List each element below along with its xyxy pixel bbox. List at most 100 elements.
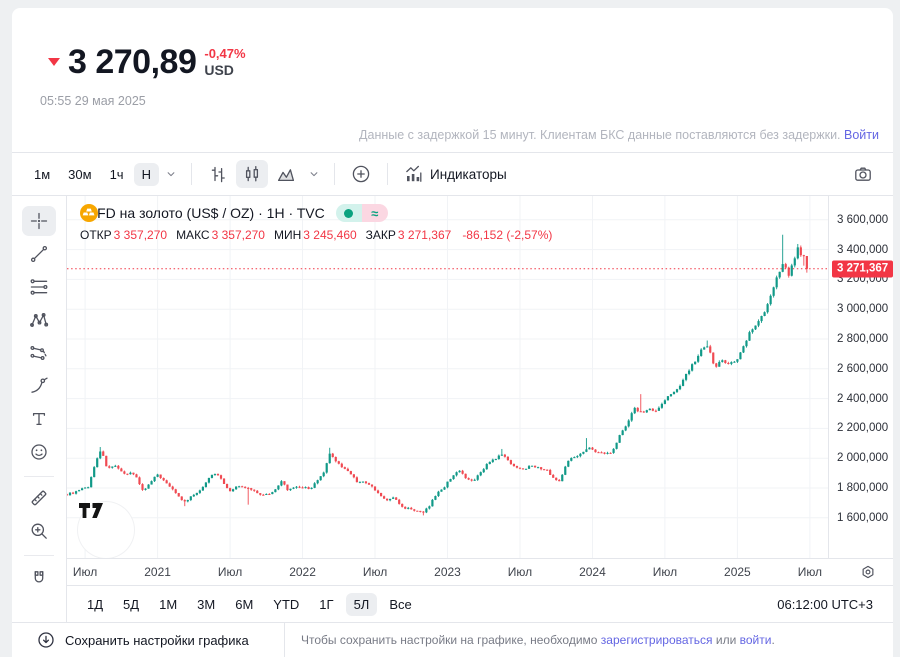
compare-icon[interactable]	[345, 160, 377, 188]
triangle-down-icon	[48, 58, 60, 66]
text-tool-icon	[29, 409, 49, 429]
range-button-5Д[interactable]: 5Д	[123, 596, 140, 612]
interval-button-1м[interactable]: 1м	[34, 166, 51, 182]
register-link[interactable]: зарегистрироваться	[600, 633, 713, 647]
magnet-icon	[29, 569, 49, 589]
indicators-button[interactable]: Индикаторы	[398, 160, 513, 188]
range-button-Все[interactable]: Все	[389, 596, 412, 612]
trend-line-icon	[29, 244, 49, 264]
sidebar-separator	[24, 476, 54, 477]
delayed-data-icon: ≈	[361, 204, 388, 222]
toolbar-separator	[386, 163, 388, 185]
sidebar-separator	[24, 555, 54, 556]
time-axis-label: Июл	[72, 565, 98, 579]
time-axis-label: Июл	[217, 565, 243, 579]
symbol-title[interactable]: CFD на золото (US$ / OZ) · 1H · TVC	[87, 205, 325, 221]
last-price-badge: 3 271,367	[832, 260, 894, 278]
go-to-realtime-icon[interactable]	[859, 563, 877, 581]
chart-type-chevron-icon[interactable]	[304, 164, 324, 184]
time-axis-label: 2023	[434, 565, 461, 579]
screenshot-camera-icon[interactable]	[847, 160, 879, 188]
price-axis-label: 2 000,000	[837, 452, 889, 465]
emoji-icon	[29, 442, 49, 462]
quote-datetime: 05:55 29 мая 2025	[40, 94, 146, 108]
tool-text-tool[interactable]	[22, 404, 56, 434]
price-change-percent: -0,47%	[204, 46, 246, 61]
tradingview-watermark-icon	[78, 502, 134, 558]
clock-timezone[interactable]: 06:12:00 UTC+3	[777, 596, 873, 612]
quote-header: 3 270,89 -0,47% USD 05:55 29 мая 2025 Да…	[12, 8, 893, 152]
price-axis-label: 1 800,000	[837, 481, 889, 494]
range-button-1Д[interactable]: 1Д	[87, 596, 104, 612]
brush-icon	[29, 376, 49, 396]
price-axis-label: 1 600,000	[837, 511, 889, 524]
market-status-pills: ≈	[335, 204, 388, 222]
price-axis-label: 2 400,000	[837, 392, 889, 405]
chart-type-bars-icon[interactable]	[202, 160, 234, 188]
price-axis-label: 2 800,000	[837, 333, 889, 345]
price-axis-label: 3 000,000	[837, 303, 889, 316]
toolbar-separator	[333, 163, 335, 185]
tool-emoji[interactable]	[22, 437, 56, 467]
footer-note: Чтобы сохранить настройки на графике, не…	[301, 633, 775, 647]
tool-forecast[interactable]	[22, 338, 56, 368]
range-button-5Л[interactable]: 5Л	[345, 592, 378, 616]
crosshair-icon	[29, 211, 49, 231]
price-axis[interactable]: 3 271,367 3 600,000 3 400,000 3 200,000 3 0…	[828, 196, 894, 558]
xabcd-pattern-icon	[29, 310, 49, 330]
interval-menu-chevron-icon[interactable]	[161, 164, 181, 184]
price-axis-label: 2 200,000	[837, 422, 889, 435]
chart-widget-card: 3 270,89 -0,47% USD 05:55 29 мая 2025 Да…	[12, 8, 894, 657]
current-price: 3 270,89	[68, 43, 197, 81]
price-axis-label: 3 400,000	[837, 243, 889, 256]
footer-bar: Сохранить настройки графика Чтобы сохран…	[12, 622, 893, 657]
zoom-in-icon	[29, 521, 49, 541]
ruler-icon	[29, 488, 49, 508]
range-button-3М[interactable]: 3М	[197, 596, 216, 612]
time-axis-label: 2021	[144, 565, 171, 579]
chart-toolbar: 1м 30м 1ч Н Индикаторы	[12, 152, 893, 196]
ohlc-change: -86,152 (-2,57%)	[462, 228, 553, 242]
time-axis-label: Июл	[507, 565, 533, 579]
time-axis[interactable]: Июл 2021 Июл 2022 Июл 2023 Июл 2024 Июл 2025 Июл	[67, 558, 893, 585]
date-range-bar: 1Д 5Д 1М 3М 6М YTD 1Г 5Л Все 06:12:00 UTC+3	[67, 585, 893, 622]
tool-ruler[interactable]	[22, 483, 56, 513]
tool-magnet[interactable]	[22, 564, 56, 594]
range-button-1М[interactable]: 1М	[159, 596, 178, 612]
tool-fib-retracement[interactable]	[22, 272, 56, 302]
footer-login-link[interactable]: войти	[739, 633, 772, 647]
indicators-label: Индикаторы	[429, 166, 507, 182]
chart-type-area-icon[interactable]	[270, 160, 302, 188]
ohlc-values: ОТКР 3 357,270 МАКС 3 357,270 МИН 3 245,460…	[80, 228, 553, 242]
toolbar-separator	[190, 163, 192, 185]
time-axis-label: Июл	[797, 565, 823, 579]
chart-plot-area[interactable]: CFD на золото (US$ / OZ) · 1H · TVC ≈ ОТ…	[67, 196, 828, 558]
candlestick-chart	[67, 196, 828, 558]
market-status-dot-icon	[335, 204, 362, 222]
chart-legend: CFD на золото (US$ / OZ) · 1H · TVC ≈ ОТ…	[80, 204, 552, 242]
forecast-icon	[29, 343, 49, 363]
delay-notice: Данные с задержкой 15 минут. Клиентам БК…	[359, 128, 879, 142]
interval-button-1ч[interactable]: 1ч	[109, 166, 124, 182]
tool-brush[interactable]	[22, 371, 56, 401]
tool-xabcd-pattern[interactable]	[22, 305, 56, 335]
cloud-download-icon	[36, 630, 56, 650]
tool-zoom-in[interactable]	[22, 516, 56, 546]
save-layout-button[interactable]: Сохранить настройки графика	[12, 623, 285, 657]
time-axis-label: 2025	[724, 565, 751, 579]
tool-trend-line[interactable]	[22, 239, 56, 269]
delay-notice-text: Данные с задержкой 15 минут. Клиентам БК…	[359, 128, 841, 142]
price-axis-label: 2 600,000	[837, 362, 889, 375]
fib-retracement-icon	[29, 277, 49, 297]
tool-crosshair[interactable]	[22, 206, 56, 236]
range-button-6М[interactable]: 6М	[235, 596, 254, 612]
range-button-1Г[interactable]: 1Г	[319, 596, 334, 612]
chart-type-candles-icon[interactable]	[235, 160, 268, 188]
currency-label: USD	[204, 62, 234, 78]
time-axis-label: Июл	[652, 565, 678, 579]
login-link[interactable]: Войти	[844, 128, 879, 142]
interval-button-Н[interactable]: Н	[133, 162, 159, 186]
drawing-tools-sidebar	[12, 196, 67, 622]
interval-button-30м[interactable]: 30м	[68, 166, 92, 182]
range-button-YTD[interactable]: YTD	[273, 596, 300, 612]
